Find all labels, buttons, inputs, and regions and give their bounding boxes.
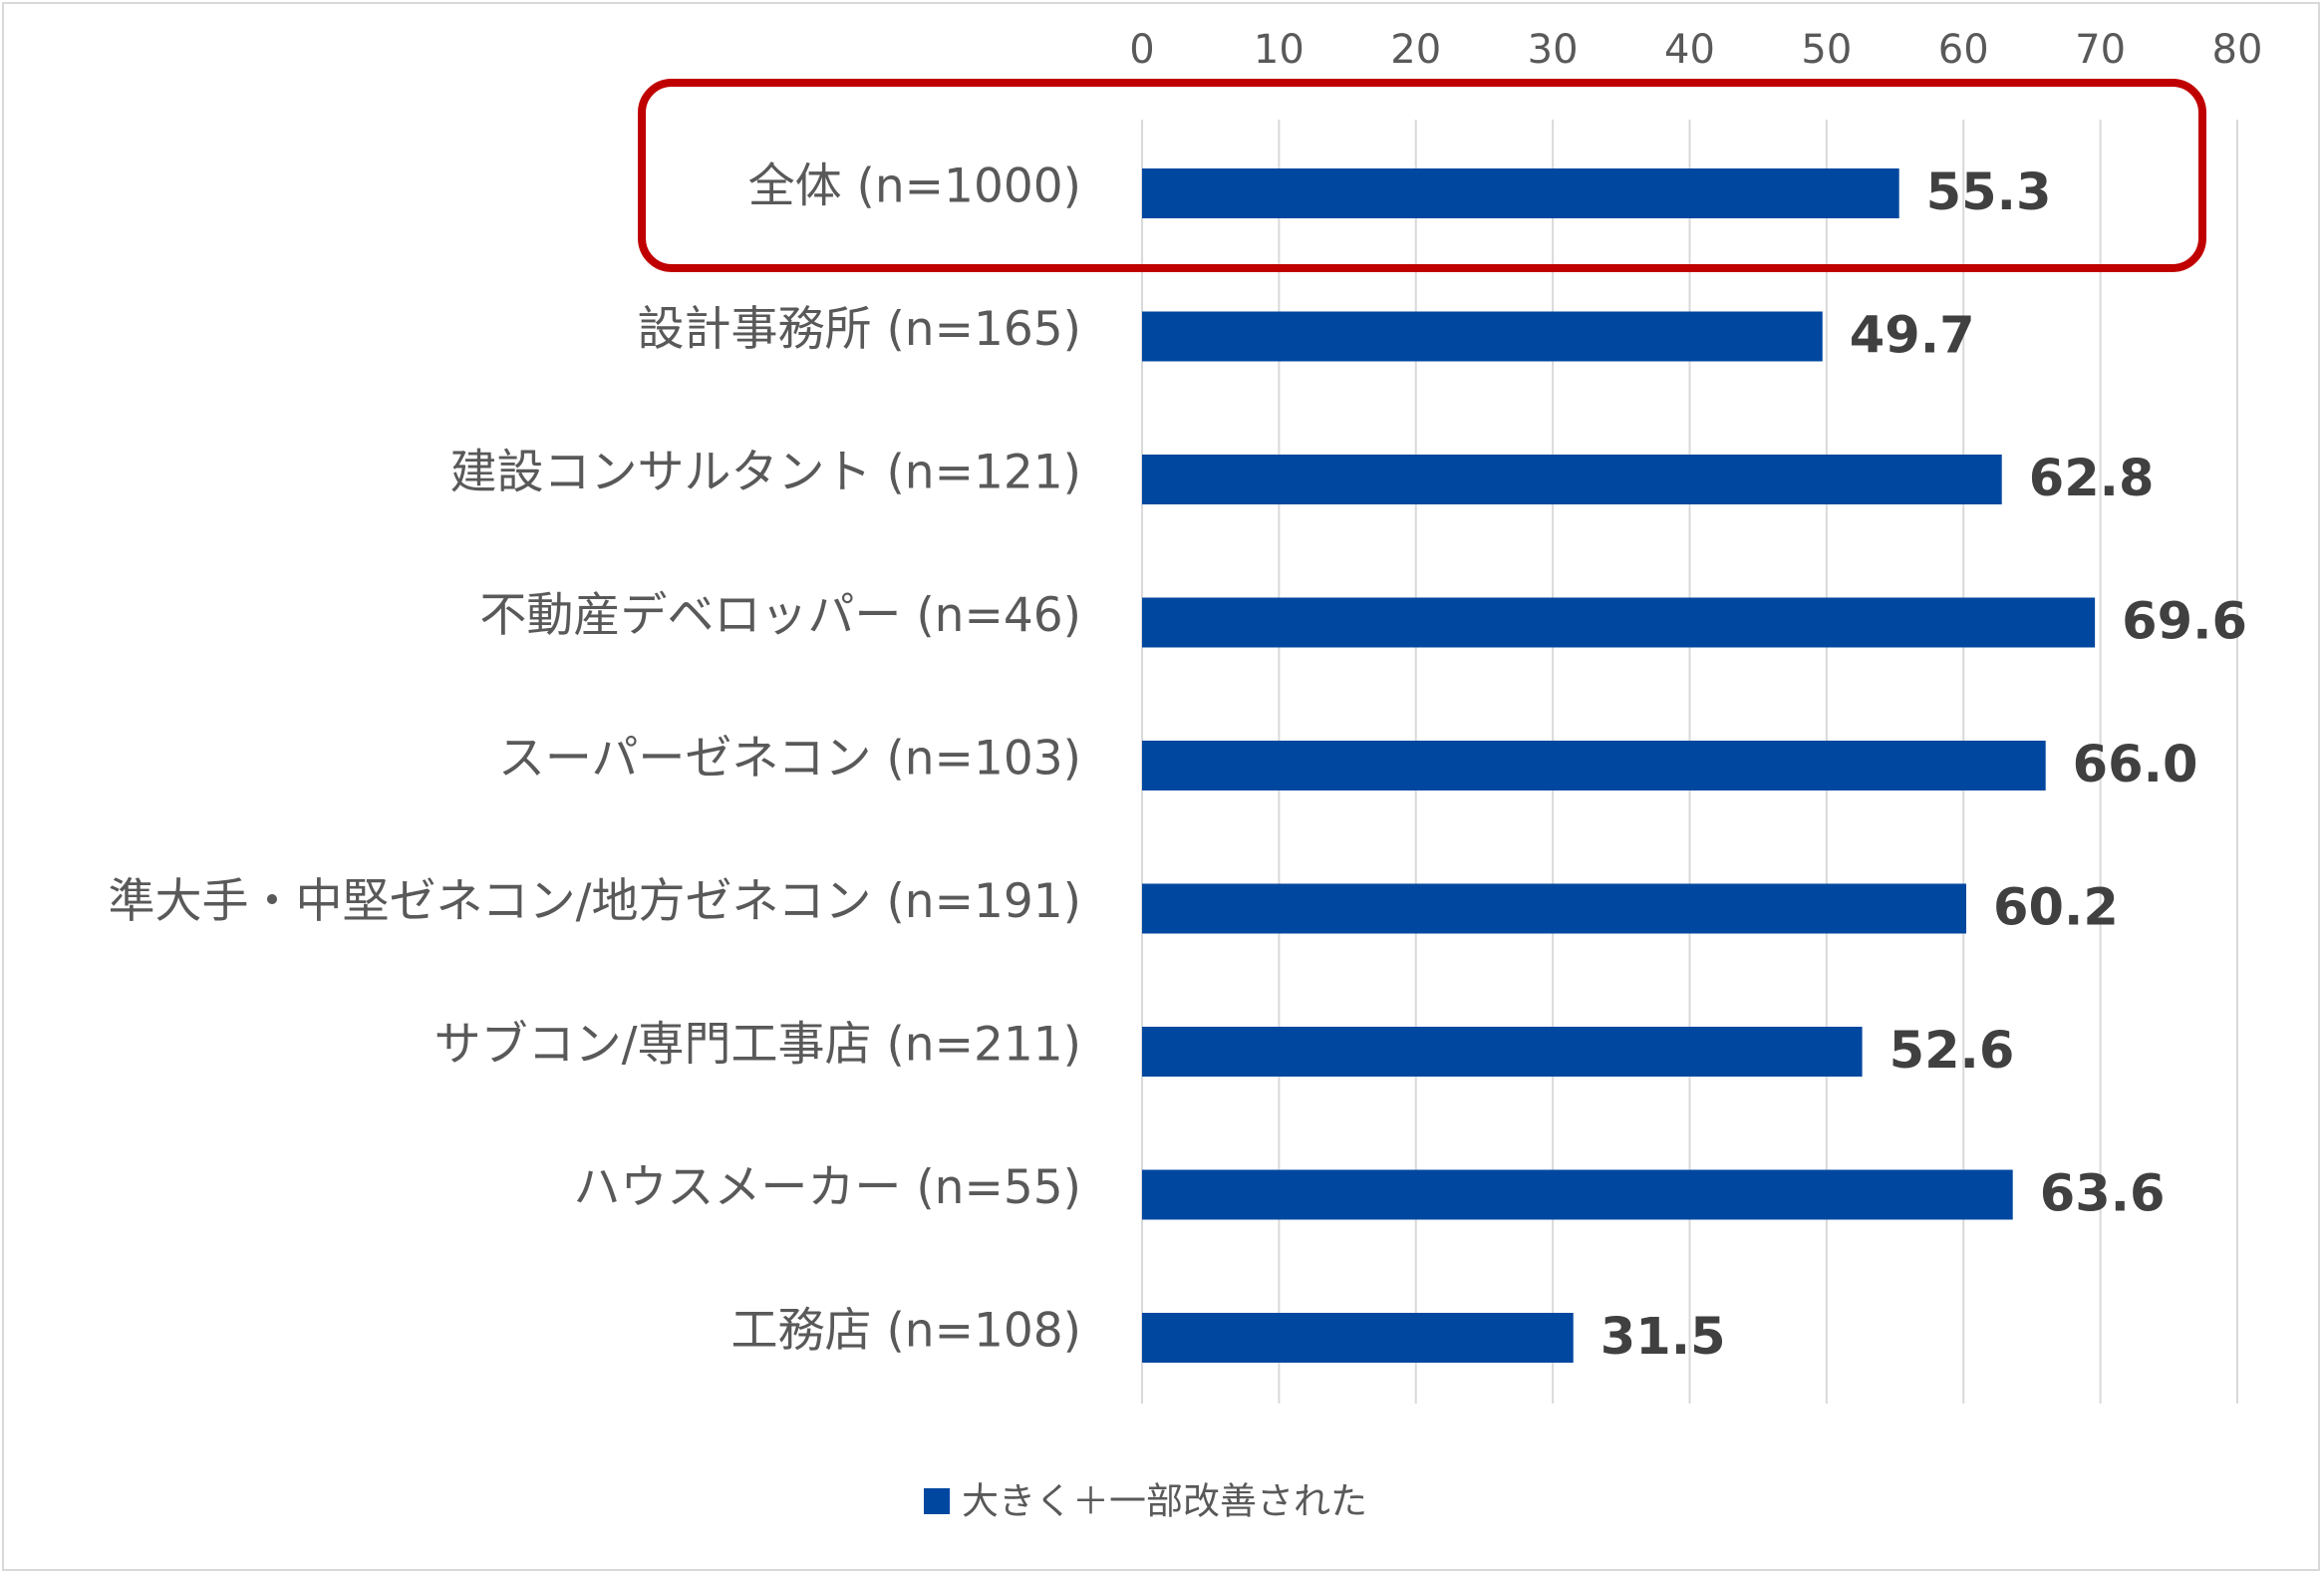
legend-label: 大きく＋一部改善された: [962, 1480, 1367, 1523]
x-tick-label: 50: [1801, 27, 1852, 73]
bar: [1142, 168, 1899, 218]
x-tick-label: 20: [1390, 27, 1441, 73]
category-label: サブコン/専門工事店 (n=211): [435, 1018, 1081, 1073]
category-label: 不動産デベロッパー (n=46): [479, 588, 1081, 643]
legend: 大きく＋一部改善された: [924, 1480, 1367, 1523]
category-label: 全体 (n=1000): [748, 159, 1081, 214]
bar: [1142, 1027, 1863, 1077]
x-tick-label: 80: [2212, 27, 2263, 73]
legend-swatch: [924, 1488, 950, 1514]
category-labels: 全体 (n=1000) 設計事務所 (n=165) 建設コンサルタント (n=121…: [109, 159, 1081, 1359]
category-label: 工務店 (n=108): [731, 1304, 1082, 1359]
category-label: 建設コンサルタント (n=121): [450, 446, 1082, 500]
bars: [1142, 168, 2096, 1363]
category-label: 設計事務所 (n=165): [638, 302, 1082, 357]
bar: [1142, 455, 2002, 504]
bar: [1142, 597, 2096, 648]
x-tick-label: 60: [1938, 27, 1989, 73]
highlight-group: [638, 79, 2206, 272]
bar: [1142, 311, 1823, 362]
highlight-box: [638, 79, 2206, 272]
bar: [1142, 1169, 2013, 1220]
category-label: ハウスメーカー (n=55): [573, 1160, 1081, 1215]
x-tick-label: 0: [1129, 27, 1154, 73]
bar: [1142, 1313, 1574, 1363]
x-tick-label: 10: [1254, 27, 1305, 73]
value-label: 31.5: [1600, 1308, 1726, 1367]
x-tick-label: 40: [1664, 27, 1715, 73]
category-label: スーパーゼネコン (n=103): [498, 732, 1081, 787]
value-label: 52.6: [1889, 1022, 2015, 1081]
value-labels: 55.3 49.7 62.8 69.6 66.0 60.2 52.6 63.6 31.5: [1600, 163, 2247, 1367]
category-label: 準大手・中堅ゼネコン/地方ゼネコン (n=191): [109, 874, 1081, 929]
x-tick-label: 70: [2075, 27, 2126, 73]
value-label: 62.8: [2029, 450, 2155, 508]
value-label: 63.6: [2040, 1165, 2166, 1224]
x-axis-ticks: 0 10 20 30 40 50 60 70 80: [1129, 27, 2262, 73]
value-label: 69.6: [2122, 593, 2247, 652]
value-label: 55.3: [1926, 163, 2052, 222]
value-label: 60.2: [1993, 879, 2119, 938]
value-label: 66.0: [2073, 736, 2198, 794]
bar: [1142, 741, 2046, 790]
value-label: 49.7: [1850, 307, 1975, 366]
x-tick-label: 30: [1528, 27, 1579, 73]
bar: [1142, 883, 1966, 934]
